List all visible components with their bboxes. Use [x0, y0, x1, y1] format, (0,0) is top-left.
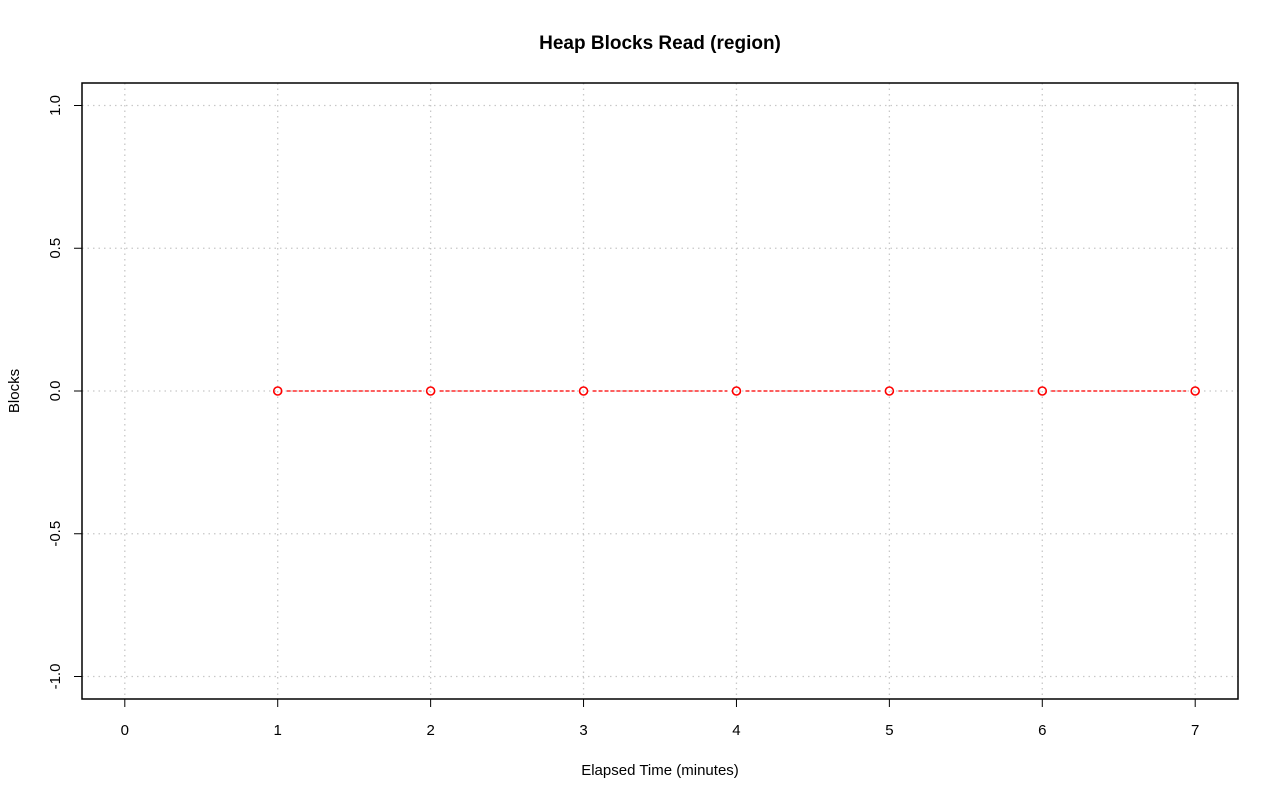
y-axis-label: Blocks	[6, 369, 23, 413]
data-point	[578, 386, 589, 396]
x-tick-label: 3	[579, 722, 587, 739]
x-tick-label: 5	[885, 722, 893, 739]
data-point	[1037, 386, 1048, 396]
y-tick-label: 1.0	[47, 95, 64, 116]
data-point	[884, 386, 895, 396]
y-tick-label: -1.0	[47, 664, 64, 690]
x-tick-label: 0	[121, 722, 129, 739]
x-tick-label: 4	[732, 722, 740, 739]
x-axis: 0 1 2 3 4 5 6 7	[121, 699, 1199, 739]
x-axis-label: Elapsed Time (minutes)	[581, 762, 739, 779]
data-point	[731, 386, 742, 396]
data-point	[425, 386, 436, 396]
x-tick-label: 2	[426, 722, 434, 739]
data-point	[272, 386, 283, 396]
series-layer	[272, 386, 1200, 396]
x-tick-label: 6	[1038, 722, 1046, 739]
y-tick-label: -0.5	[47, 521, 64, 547]
y-axis: -1.0 -0.5 0.0 0.5 1.0	[47, 95, 82, 689]
data-point	[1190, 386, 1200, 396]
x-tick-label: 1	[274, 722, 282, 739]
x-tick-label: 7	[1191, 722, 1199, 739]
chart-title: Heap Blocks Read (region)	[539, 33, 781, 54]
y-tick-label: 0.0	[47, 381, 64, 402]
y-tick-label: 0.5	[47, 238, 64, 259]
